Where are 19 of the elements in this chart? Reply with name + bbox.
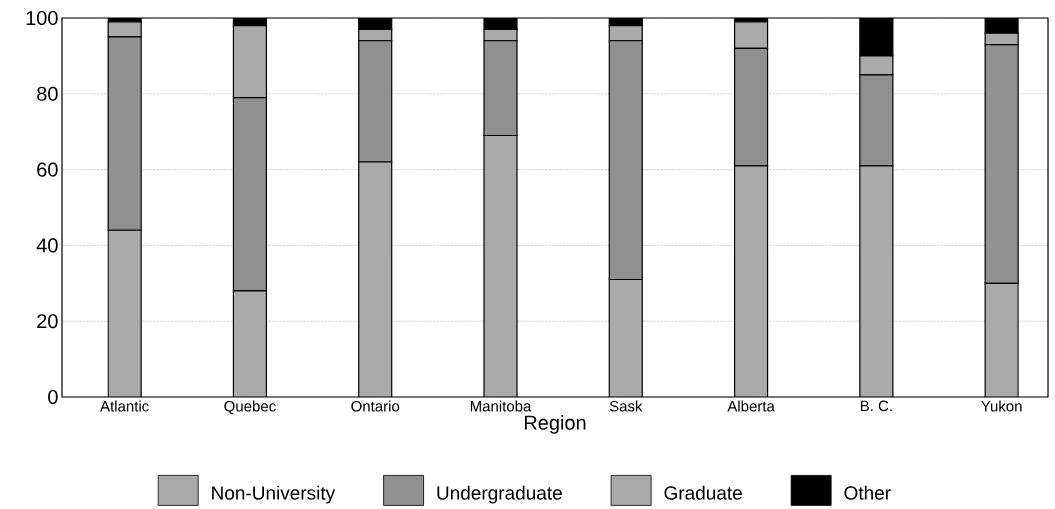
x-tick-label: Alberta (727, 400, 775, 412)
x-tick-label: B. C. (860, 400, 892, 412)
y-tick-label: 80 (37, 86, 58, 101)
legend-label: Non-University (212, 485, 336, 504)
legend-label: Graduate (664, 485, 742, 500)
y-tick-label: 40 (36, 238, 58, 253)
y-tick-label: 20 (37, 314, 58, 329)
y-tick-label: 0 (48, 389, 58, 405)
x-tick-label: Ontario (351, 400, 400, 412)
x-tick-label: Manitoba (470, 400, 532, 412)
y-tick-label: 100 (26, 10, 58, 26)
y-tick-label: 60 (37, 162, 58, 177)
x-tick-label: Sask (609, 400, 643, 412)
legend-label: Undergraduate (437, 485, 562, 504)
legend-label: Other (844, 485, 891, 500)
x-tick-label: Yukon (981, 400, 1022, 412)
x-tick-label: Quebec (224, 400, 276, 415)
x-axis-title: Region (524, 415, 586, 434)
x-tick-label: Atlantic (100, 400, 149, 412)
